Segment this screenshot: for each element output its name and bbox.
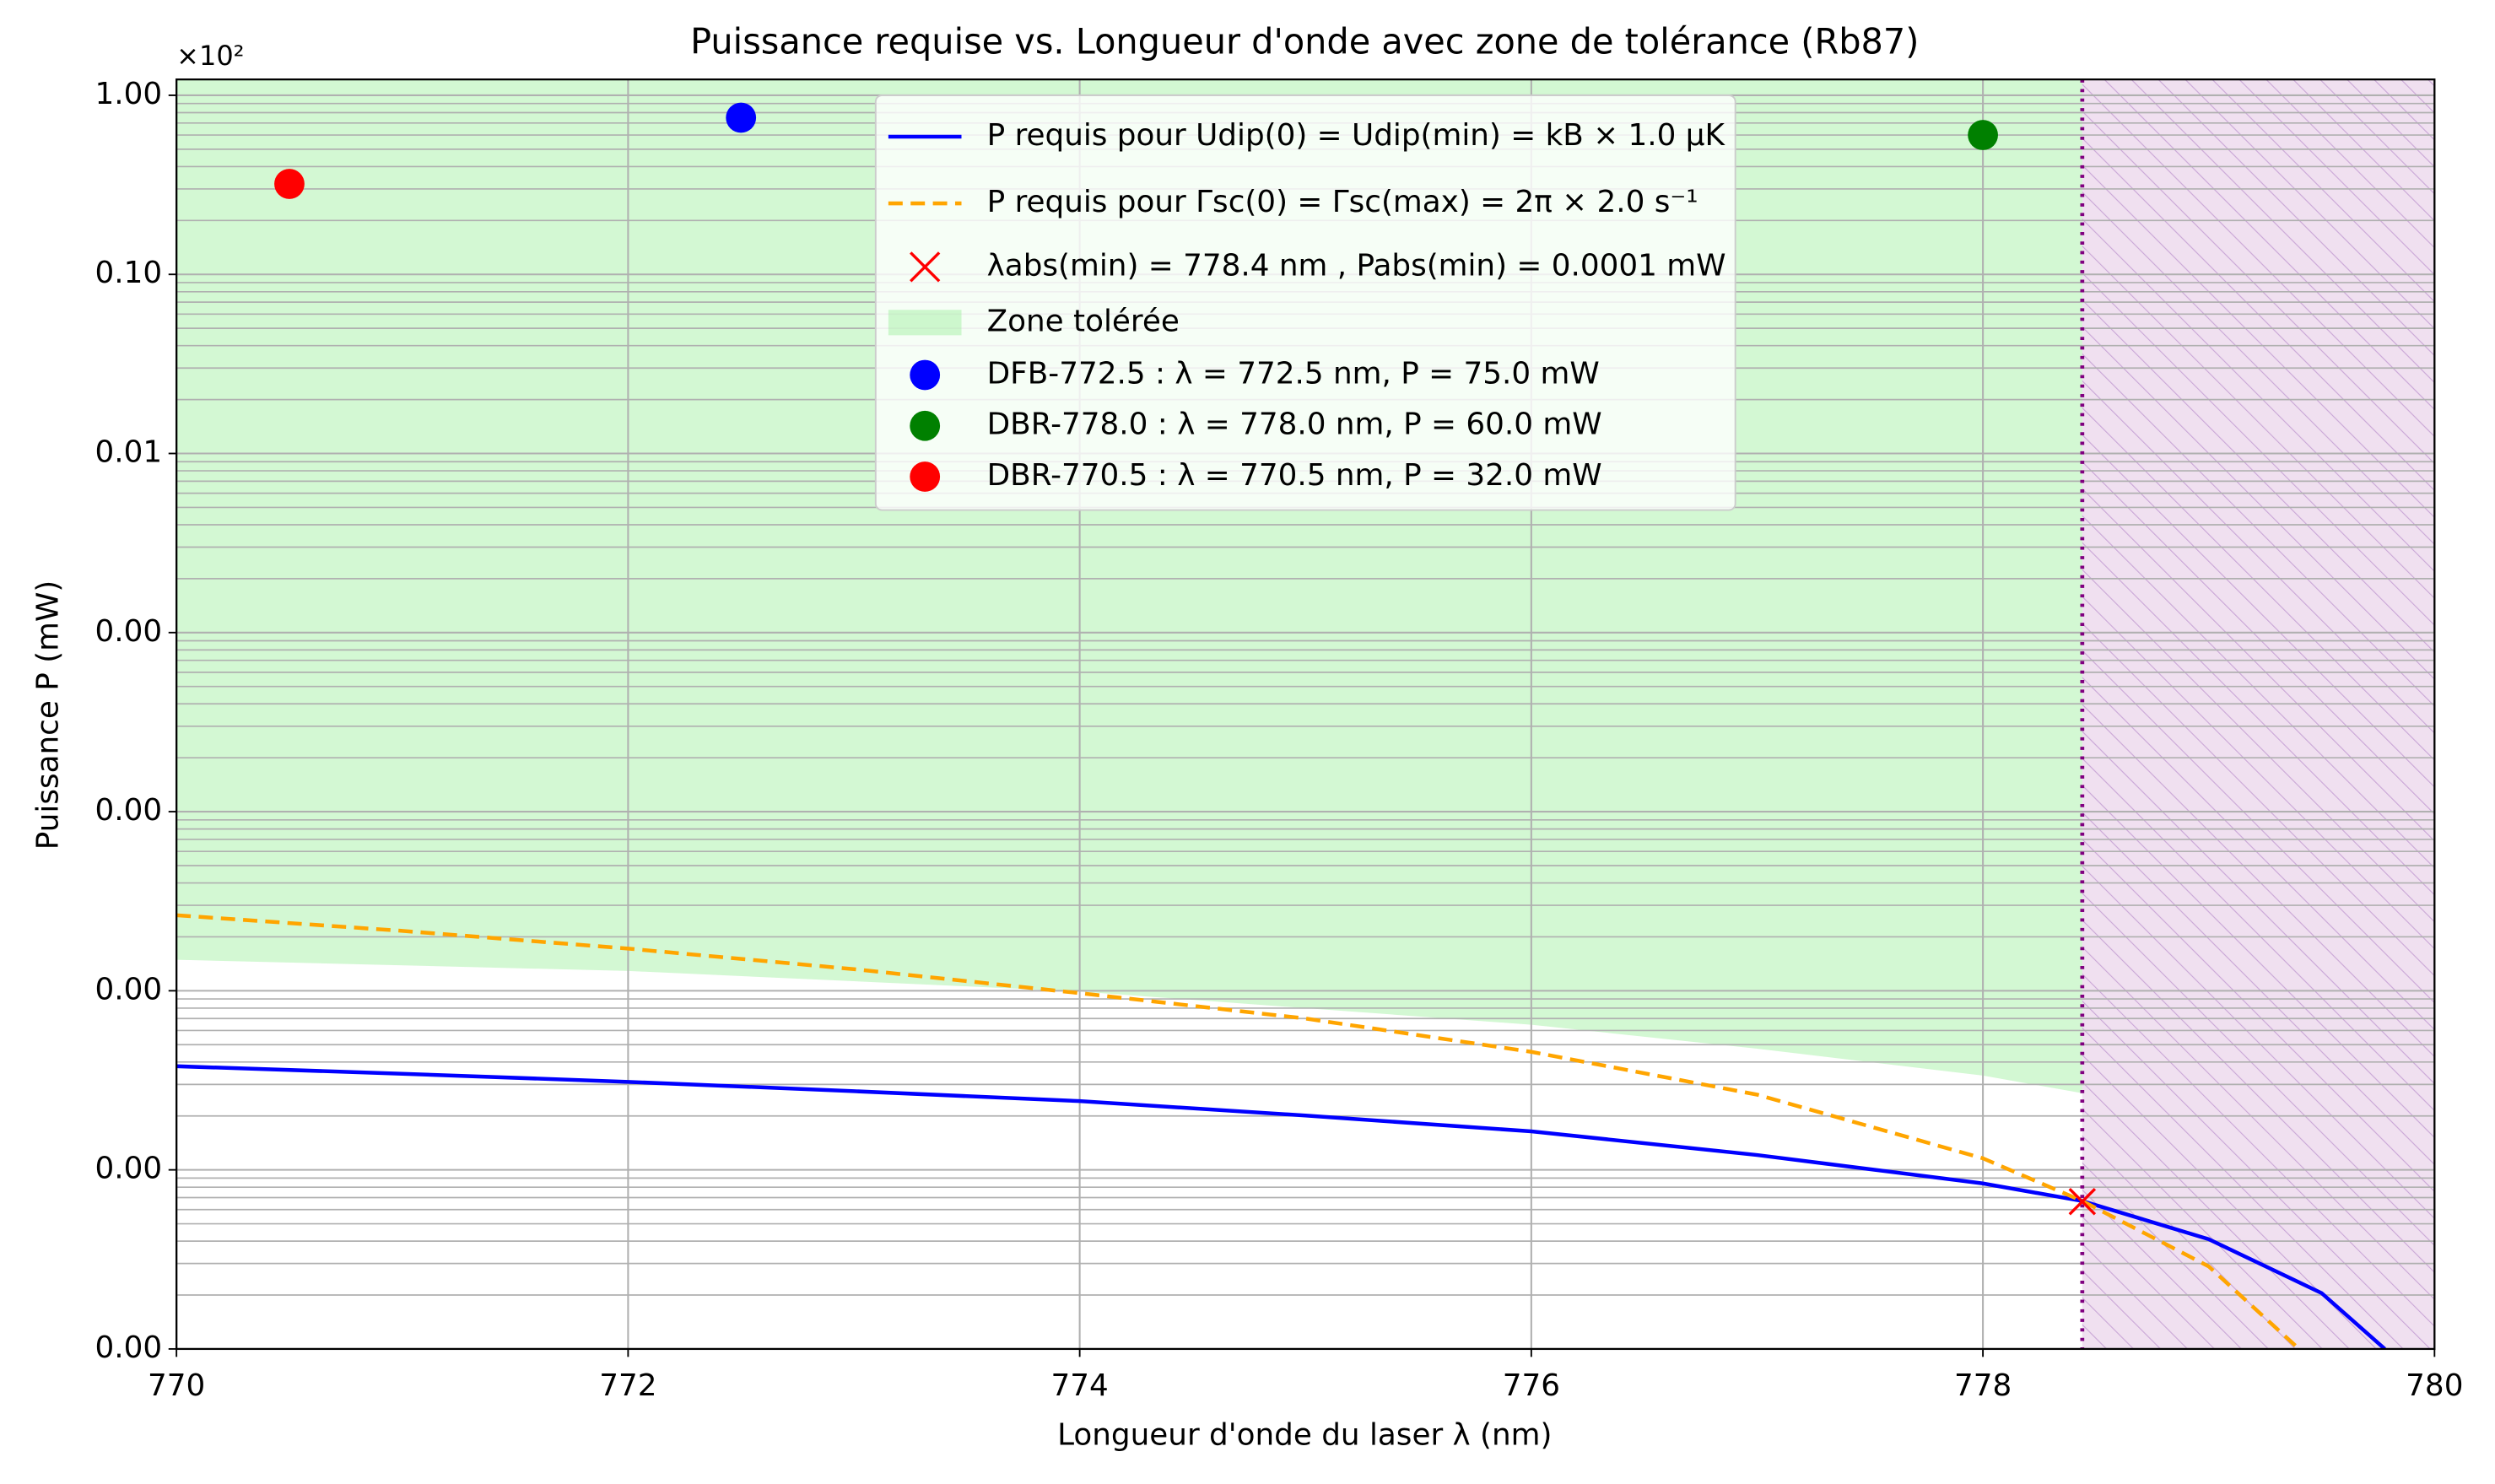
legend-label: λabs(min) = 778.4 nm , Pabs(min) = 0.000… [987,248,1726,283]
x-tick-label: 778 [1954,1368,2012,1403]
y-tick-label: 0.10 [95,256,163,290]
legend-label: DBR-778.0 : λ = 778.0 nm, P = 60.0 mW [987,407,1602,442]
laser-point [274,169,305,199]
legend-marker [910,410,941,441]
legend-label: P requis pour Udip(0) = Udip(min) = kB ×… [987,118,1726,153]
forbidden-hatch [2082,79,2435,1349]
laser-point [1968,120,1998,150]
series-line [176,913,2301,1349]
y-tick-label: 0.00 [95,1330,163,1365]
x-tick-label: 774 [1050,1368,1108,1403]
legend-label: Zone tolérée [987,304,1180,338]
y-tick-label: 0.01 [95,435,163,470]
legend-marker [910,461,941,492]
y-tick-label: 0.00 [95,972,163,1006]
x-tick-label: 776 [1503,1368,1560,1403]
x-tick-label: 770 [148,1368,205,1403]
x-axis-label: Longueur d'onde du laser λ (nm) [1057,1418,1552,1453]
axes-frame [176,78,2436,1351]
series-line [176,1064,2386,1349]
y-tick-label: 0.00 [95,793,163,828]
y-tick-label: 1.00 [95,77,163,111]
min-marker [2068,1187,2097,1216]
legend-marker [910,251,941,283]
legend-label: P requis pour Γsc(0) = Γsc(max) = 2π × 2… [987,185,1698,219]
y-offset-label: ×10² [176,40,244,72]
legend-patch [888,310,962,336]
overlay: 0.00 0.00 0.00 0.00 0.00 0.01 0.10 1.00 770 772 77… [95,77,2464,1403]
chart-title: Puissance requise vs. Longueur d'onde av… [690,22,1919,62]
legend-marker [910,359,941,391]
legend-label: DBR-770.5 : λ = 770.5 nm, P = 32.0 mW [987,458,1602,493]
x-tick-label: 772 [599,1368,656,1403]
legend-label: DFB-772.5 : λ = 772.5 nm, P = 75.0 mW [987,356,1600,391]
y-tick-label: 0.00 [95,1152,163,1186]
laser-point [726,102,757,133]
y-axis-label: Puissance P (mW) [30,580,65,850]
y-tick-label: 0.00 [95,614,163,649]
x-tick-label: 780 [2406,1368,2463,1403]
legend: P requis pour Udip(0) = Udip(min) = kB ×… [874,94,1736,511]
legend-box [874,94,1736,511]
